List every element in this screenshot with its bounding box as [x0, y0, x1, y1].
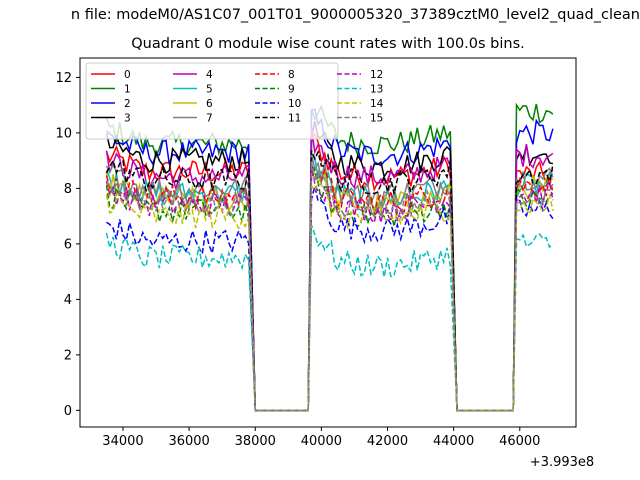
legend-label-13: 13: [370, 84, 383, 96]
legend-label-9: 9: [288, 84, 295, 96]
legend-label-8: 8: [288, 69, 295, 81]
y-tick-label: 2: [64, 348, 72, 363]
x-tick-label: 36000: [168, 434, 209, 449]
y-tick-label: 10: [55, 126, 72, 141]
series-line-11: [105, 149, 554, 412]
x-tick-label: 40000: [301, 434, 342, 449]
x-axis-ticks: 34000 36000 38000 40000 42000 44000 46000: [102, 427, 540, 449]
chart-title: Quadrant 0 module wise count rates with …: [131, 36, 525, 52]
legend-label-10: 10: [288, 98, 301, 110]
y-tick-label: 0: [64, 404, 72, 419]
legend-label-12: 12: [370, 69, 383, 81]
legend-label-15: 15: [370, 113, 383, 125]
legend-label-0: 0: [124, 69, 131, 81]
legend-label-7: 7: [206, 113, 213, 125]
plot-frame: [79, 57, 577, 428]
legend-label-5: 5: [206, 84, 213, 96]
series-lines: [105, 102, 554, 412]
x-tick-label: 42000: [367, 434, 408, 449]
series-line-14: [105, 182, 554, 412]
x-axis-offset-label: +3.993e8: [530, 455, 594, 470]
y-tick-label: 6: [64, 237, 72, 252]
series-line-3: [105, 120, 554, 412]
series-line-12: [105, 164, 554, 412]
legend-label-3: 3: [124, 113, 131, 125]
y-axis-ticks: 0 2 4 6 8 10 12: [55, 71, 80, 419]
x-tick-label: 34000: [102, 434, 143, 449]
legend-label-11: 11: [288, 113, 301, 125]
legend-label-2: 2: [124, 98, 131, 110]
figure-suptitle: n file: modeM0/AS1C07_001T01_9000005320_…: [70, 7, 640, 23]
legend-label-6: 6: [206, 98, 213, 110]
y-tick-label: 8: [64, 182, 72, 197]
x-tick-label: 38000: [235, 434, 276, 449]
x-tick-label: 44000: [433, 434, 474, 449]
x-tick-label: 46000: [499, 434, 540, 449]
series-line-10: [106, 186, 554, 412]
series-line-13: [105, 225, 554, 412]
legend-label-1: 1: [124, 84, 131, 96]
series-line-15: [105, 161, 554, 412]
legend-frame: [85, 62, 339, 140]
legend-label-14: 14: [370, 98, 384, 110]
legend-label-4: 4: [206, 69, 213, 81]
y-tick-label: 12: [55, 71, 72, 86]
series-line-2: [105, 108, 554, 412]
y-tick-label: 4: [64, 293, 72, 308]
series-line-4: [105, 126, 554, 412]
